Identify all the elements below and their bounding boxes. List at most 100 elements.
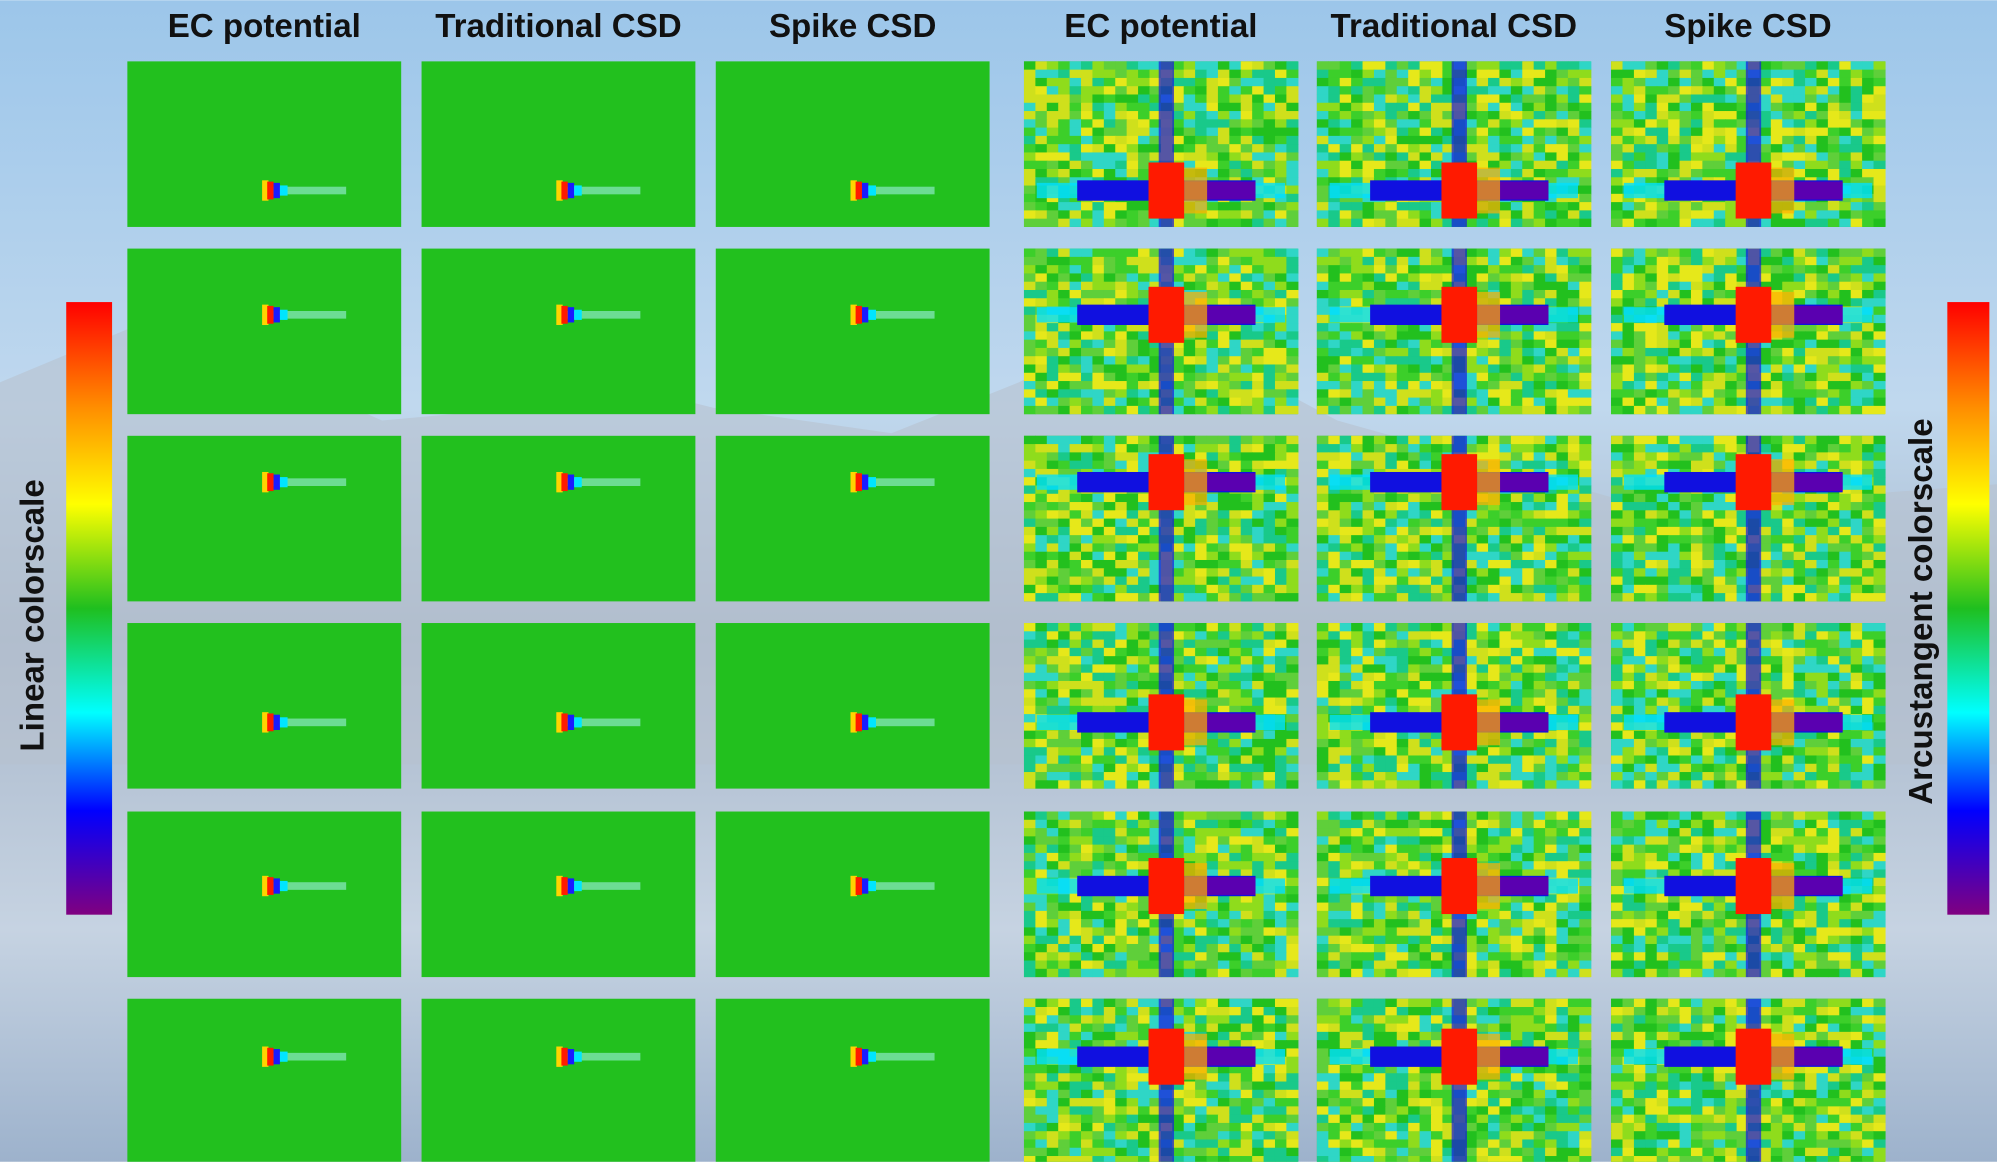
cell — [1702, 356, 1715, 366]
cell — [1873, 289, 1886, 299]
cell — [1805, 502, 1818, 511]
cell — [1419, 543, 1432, 553]
cell — [1149, 755, 1162, 765]
cell — [1430, 168, 1444, 178]
cell — [1690, 210, 1704, 220]
cell — [1385, 94, 1398, 104]
cell — [1725, 281, 1738, 291]
cell — [1263, 218, 1276, 227]
cell — [1396, 502, 1409, 511]
cell — [1645, 331, 1658, 341]
blob — [567, 474, 575, 490]
cell — [1217, 256, 1230, 266]
cell — [1092, 551, 1105, 561]
cell — [1419, 502, 1432, 511]
cell — [1263, 273, 1276, 283]
cell — [1263, 152, 1276, 162]
cell — [1240, 135, 1253, 145]
cell — [1782, 405, 1795, 415]
cell — [1339, 502, 1352, 511]
cell — [1759, 576, 1772, 586]
cell — [1138, 364, 1151, 374]
cell — [1488, 435, 1501, 445]
cell — [1351, 152, 1364, 162]
cell — [1385, 347, 1398, 357]
cell — [1217, 372, 1230, 382]
cell — [1092, 623, 1105, 632]
cell — [1183, 526, 1196, 536]
cell — [1229, 772, 1242, 781]
cell — [1316, 526, 1329, 536]
cell — [1263, 323, 1276, 333]
cell — [1488, 77, 1501, 87]
cell — [1793, 435, 1806, 445]
cell — [1408, 444, 1421, 454]
cell — [1805, 160, 1818, 170]
cell — [1351, 535, 1364, 545]
cell — [1827, 435, 1840, 445]
cell — [1770, 405, 1783, 415]
cell — [1633, 543, 1646, 553]
cell — [1217, 747, 1230, 757]
cell — [1419, 623, 1432, 632]
cell — [1252, 372, 1265, 382]
cell — [1679, 543, 1692, 553]
cell — [1373, 127, 1386, 137]
cell — [1126, 780, 1139, 789]
cell — [1362, 69, 1375, 79]
core — [1771, 167, 1795, 214]
cell — [1545, 265, 1558, 275]
cell — [1679, 364, 1692, 374]
cell — [1510, 460, 1523, 470]
cell — [1217, 202, 1230, 212]
cell — [1217, 356, 1230, 366]
cell — [1240, 510, 1253, 520]
cell — [1690, 559, 1704, 569]
cell — [1430, 152, 1444, 162]
cell — [1046, 347, 1059, 357]
cell — [1069, 202, 1082, 212]
cell — [1476, 444, 1489, 454]
cell — [1115, 664, 1128, 674]
cell — [1533, 135, 1546, 145]
cell — [1430, 584, 1444, 594]
cell — [1759, 135, 1772, 145]
cell — [1195, 559, 1208, 569]
cell — [1339, 119, 1352, 129]
cell — [1430, 119, 1444, 129]
cell — [1183, 502, 1196, 511]
cell — [1046, 144, 1059, 154]
cell — [1793, 444, 1806, 454]
cell — [1316, 160, 1329, 170]
cell — [1545, 502, 1558, 511]
cell — [1850, 356, 1863, 366]
cell — [1240, 772, 1253, 781]
cell — [1396, 160, 1409, 170]
cell — [1286, 265, 1299, 275]
cell — [1103, 77, 1116, 87]
cell — [1770, 518, 1783, 528]
cell — [1217, 680, 1230, 690]
cell — [1081, 780, 1094, 789]
cell — [1499, 102, 1512, 112]
cell — [1081, 281, 1094, 291]
cell — [1668, 69, 1681, 79]
cell — [1736, 535, 1749, 545]
cell — [1035, 535, 1048, 545]
cell — [1408, 576, 1421, 586]
cell — [1805, 94, 1818, 104]
cell — [1362, 623, 1375, 632]
cell — [1862, 468, 1875, 478]
cell — [1645, 102, 1658, 112]
cell — [1679, 61, 1692, 71]
cell — [1286, 780, 1299, 789]
cell — [1873, 218, 1886, 227]
cell — [1316, 593, 1329, 602]
cell — [1850, 323, 1863, 333]
cell — [1069, 510, 1082, 520]
cell — [1850, 435, 1863, 445]
cell — [1793, 298, 1806, 308]
cell — [1702, 265, 1715, 275]
cell — [1023, 281, 1037, 291]
cell — [1522, 135, 1535, 145]
